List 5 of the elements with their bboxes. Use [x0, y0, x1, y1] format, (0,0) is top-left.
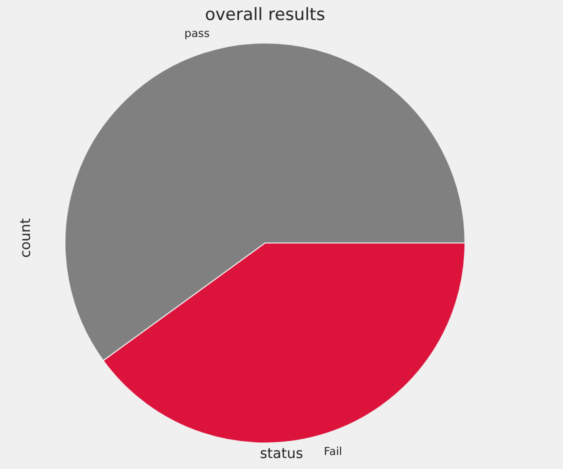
slice-label: pass — [184, 26, 210, 40]
slice-label: Fail — [324, 445, 342, 458]
text: status — [260, 446, 304, 462]
chart-title: overall results — [204, 4, 326, 25]
text: count — [18, 218, 34, 258]
